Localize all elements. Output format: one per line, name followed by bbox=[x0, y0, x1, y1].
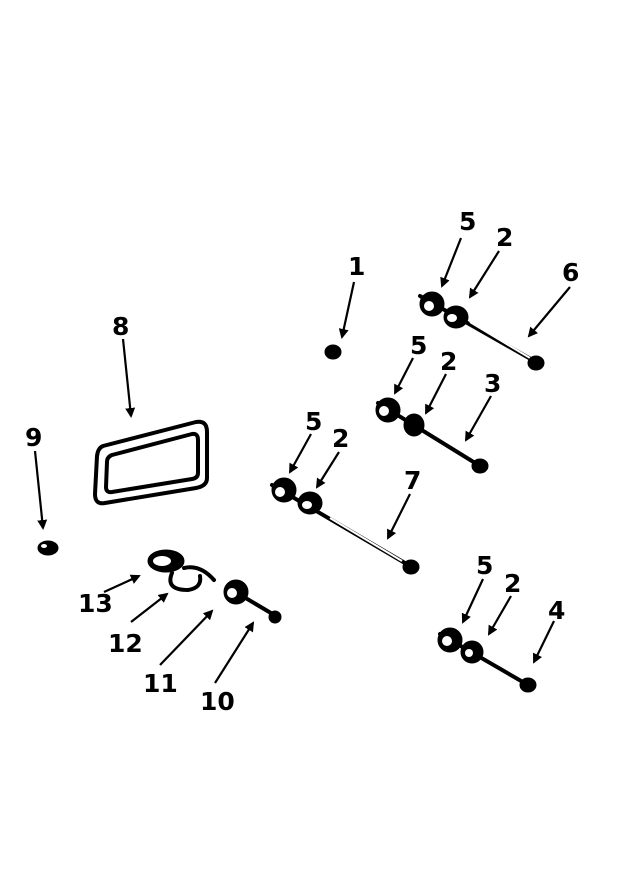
callout-2-long: 2 bbox=[332, 424, 349, 453]
callout-10: 10 bbox=[200, 687, 235, 716]
callout-5-bottom: 5 bbox=[476, 551, 493, 580]
callout-labels: 1 2 2 2 2 3 4 5 5 5 5 6 7 8 9 10 11 12 1… bbox=[25, 207, 579, 716]
callout-12: 12 bbox=[108, 629, 143, 658]
callout-2-bottom: 2 bbox=[504, 569, 521, 598]
callout-8: 8 bbox=[112, 312, 129, 341]
callout-5-long: 5 bbox=[305, 407, 322, 436]
callout-3: 3 bbox=[484, 369, 501, 398]
bolt-assembly-3 bbox=[375, 397, 489, 474]
callout-5-top: 5 bbox=[459, 207, 476, 236]
callout-2-middle: 2 bbox=[440, 347, 457, 376]
part-13-cup-washer bbox=[147, 549, 185, 573]
part-8-gasket bbox=[93, 419, 209, 506]
part-10-bolt bbox=[223, 579, 282, 624]
callout-11: 11 bbox=[143, 669, 178, 698]
bolt-assembly-7 bbox=[270, 477, 420, 575]
part-12-clip bbox=[168, 571, 203, 592]
part-9-spacer bbox=[37, 540, 59, 556]
bolt-assembly-6 bbox=[418, 291, 545, 371]
bolt-assembly-4 bbox=[437, 627, 537, 693]
callout-5-middle: 5 bbox=[410, 331, 427, 360]
callout-9: 9 bbox=[25, 423, 42, 452]
callout-13: 13 bbox=[78, 589, 113, 618]
part-1-nut bbox=[324, 344, 342, 360]
callout-4: 4 bbox=[548, 596, 565, 625]
callout-1: 1 bbox=[348, 252, 365, 281]
callout-7: 7 bbox=[404, 466, 421, 495]
callout-6: 6 bbox=[562, 258, 579, 287]
callout-2-top: 2 bbox=[496, 223, 513, 252]
part-11-ring bbox=[182, 565, 216, 582]
callout-arrows bbox=[33, 237, 571, 684]
